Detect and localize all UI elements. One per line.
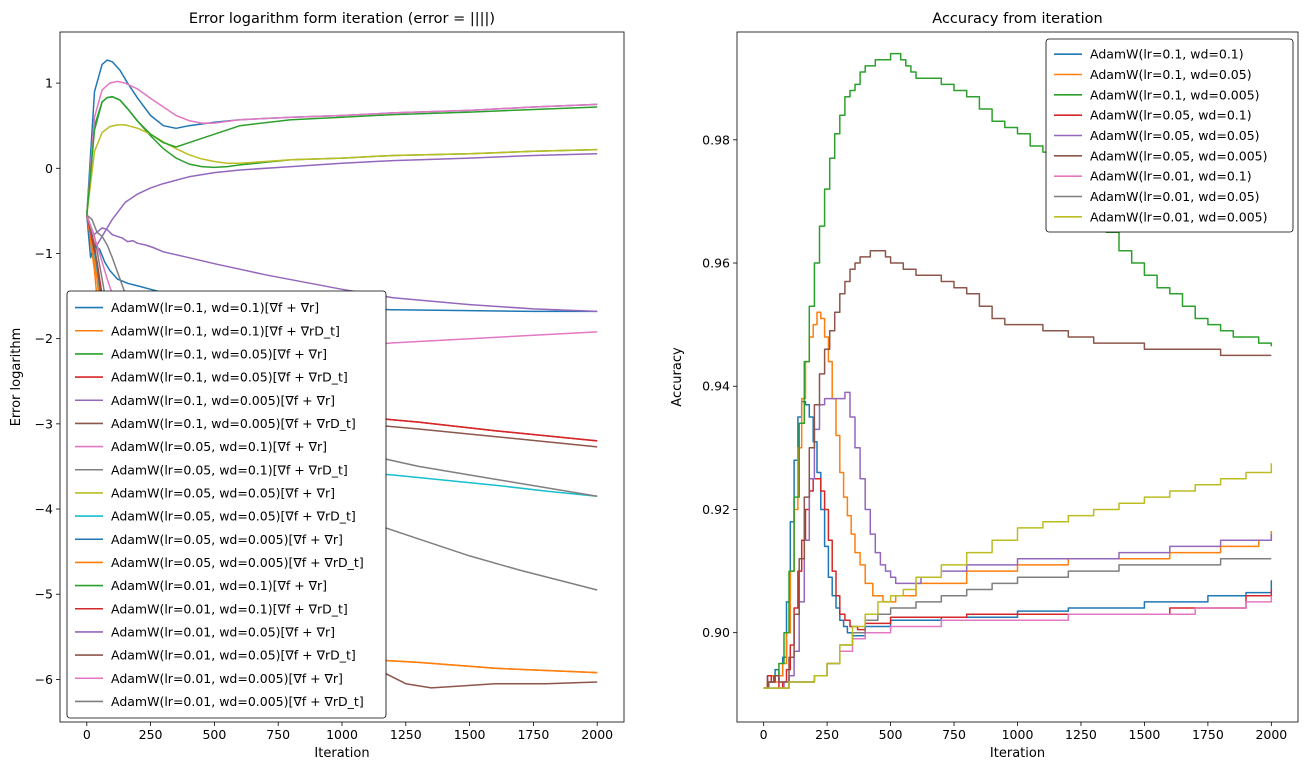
series-line-2 [763, 311, 1273, 689]
y-axis-label: Error logarithm [9, 328, 24, 427]
legend-label-17: AdamW(lr=0.01, wd=0.005)[∇f + ∇r] [111, 671, 343, 686]
series-line-4 [763, 477, 1273, 689]
x-tick-label: 2000 [1255, 727, 1287, 742]
legend-label-9: AdamW(lr=0.01, wd=0.005) [1090, 209, 1268, 224]
series-line-1 [763, 400, 1273, 689]
legend-label-1: AdamW(lr=0.1, wd=0.1)[∇f + ∇r] [111, 300, 319, 315]
legend-label-2: AdamW(lr=0.1, wd=0.05) [1090, 67, 1252, 82]
x-tick-label: 1500 [454, 727, 486, 742]
y-tick-label: 0 [45, 161, 53, 176]
x-axis-label: Iteration [990, 746, 1045, 761]
x-tick-label: 0 [83, 727, 91, 742]
legend-label-18: AdamW(lr=0.01, wd=0.005)[∇f + ∇rD_t] [111, 694, 364, 709]
legend-label-6: AdamW(lr=0.1, wd=0.005)[∇f + ∇rD_t] [111, 416, 356, 431]
series-line-5 [86, 153, 598, 250]
legend-label-7: AdamW(lr=0.05, wd=0.1)[∇f + ∇r] [111, 439, 327, 454]
y-tick-label: 0.90 [702, 625, 730, 640]
x-tick-label: 250 [139, 727, 163, 742]
series-line-8 [763, 557, 1272, 689]
legend-label-1: AdamW(lr=0.1, wd=0.1) [1090, 47, 1244, 62]
x-tick-label: 1000 [326, 727, 358, 742]
series-line-7 [86, 80, 598, 216]
x-tick-label: 1500 [1129, 727, 1161, 742]
y-tick-label: 0.98 [702, 132, 730, 147]
x-tick-label: 1750 [517, 727, 549, 742]
legend: AdamW(lr=0.1, wd=0.1)[∇f + ∇r] AdamW(lr=0… [66, 290, 387, 719]
x-tick-label: 750 [942, 727, 966, 742]
y-tick-label: −5 [35, 587, 53, 602]
series-line-3 [763, 52, 1273, 689]
legend-label-12: AdamW(lr=0.05, wd=0.005)[∇f + ∇rD_t] [111, 555, 364, 570]
legend-label-10: AdamW(lr=0.05, wd=0.05)[∇f + ∇rD_t] [111, 509, 356, 524]
legend-label-15: AdamW(lr=0.01, wd=0.05)[∇f + ∇r] [111, 624, 335, 639]
legend-label-9: AdamW(lr=0.05, wd=0.05)[∇f + ∇r] [111, 485, 335, 500]
y-tick-label: 0.94 [702, 379, 730, 394]
series-line-1 [86, 59, 598, 216]
x-tick-label: 0 [760, 727, 768, 742]
legend-box [66, 290, 387, 719]
legend-label-11: AdamW(lr=0.05, wd=0.005)[∇f + ∇r] [111, 532, 343, 547]
legend-label-8: AdamW(lr=0.01, wd=0.05) [1090, 189, 1260, 204]
legend-label-8: AdamW(lr=0.05, wd=0.1)[∇f + ∇rD_t] [111, 462, 348, 477]
y-tick-label: 1 [45, 76, 53, 91]
legend-label-7: AdamW(lr=0.01, wd=0.1) [1090, 169, 1252, 184]
y-tick-label: −3 [35, 416, 53, 431]
legend-label-14: AdamW(lr=0.01, wd=0.1)[∇f + ∇rD_t] [111, 601, 348, 616]
x-tick-label: 1250 [390, 727, 422, 742]
x-tick-label: 1750 [1192, 727, 1224, 742]
legend-label-2: AdamW(lr=0.1, wd=0.1)[∇f + ∇rD_t] [111, 323, 340, 338]
series-line-6 [763, 249, 1272, 689]
series-line-13 [86, 95, 598, 216]
legend-label-5: AdamW(lr=0.05, wd=0.05) [1090, 128, 1260, 143]
legend-label-4: AdamW(lr=0.05, wd=0.1) [1090, 108, 1252, 123]
y-tick-label: −1 [35, 246, 53, 261]
chart-panel-2: 0 250 500 750 1000 1250 1500 1750 2000 0.90 0.92 0.… [670, 11, 1299, 761]
legend-box [1045, 38, 1294, 233]
y-tick-label: −6 [35, 672, 53, 687]
x-tick-label: 1250 [1065, 727, 1097, 742]
y-tick-label: −2 [35, 331, 53, 346]
x-axis-label: Iteration [314, 746, 369, 761]
legend-label-5: AdamW(lr=0.1, wd=0.005)[∇f + ∇r] [111, 393, 335, 408]
x-tick-label: 500 [879, 727, 903, 742]
legend-label-13: AdamW(lr=0.01, wd=0.1)[∇f + ∇r] [111, 578, 327, 593]
y-tick-label: 0.92 [702, 502, 730, 517]
x-tick-label: 750 [266, 727, 290, 742]
series-line-9 [763, 463, 1273, 689]
legend-label-4: AdamW(lr=0.1, wd=0.05)[∇f + ∇rD_t] [111, 370, 348, 385]
x-tick-label: 2000 [581, 727, 613, 742]
x-tick-label: 500 [202, 727, 226, 742]
y-axis-label: Accuracy [670, 347, 685, 407]
y-tick-label: 0.96 [702, 256, 730, 271]
y-tick-label: −4 [35, 502, 53, 517]
legend-label-3: AdamW(lr=0.1, wd=0.05)[∇f + ∇r] [111, 346, 327, 361]
legend-label-3: AdamW(lr=0.1, wd=0.005) [1090, 87, 1260, 102]
x-tick-label: 250 [815, 727, 839, 742]
chart-panel-1: 0 250 500 750 1000 1250 1500 1750 2000 −6 −5 −4 −3 −2… [9, 11, 625, 761]
legend: AdamW(lr=0.1, wd=0.1) AdamW(lr=0.1, wd=0.… [1045, 38, 1294, 233]
series-line-9 [86, 124, 598, 216]
legend-label-16: AdamW(lr=0.01, wd=0.05)[∇f + ∇rD_t] [111, 648, 356, 663]
x-tick-label: 1000 [1002, 727, 1034, 742]
series-group [763, 52, 1273, 689]
chart-title: Accuracy from iteration [932, 11, 1102, 27]
series-line-5 [763, 391, 1273, 689]
chart-title: Error logarithm form iteration (error = … [189, 11, 495, 27]
legend-label-6: AdamW(lr=0.05, wd=0.005) [1090, 148, 1268, 163]
